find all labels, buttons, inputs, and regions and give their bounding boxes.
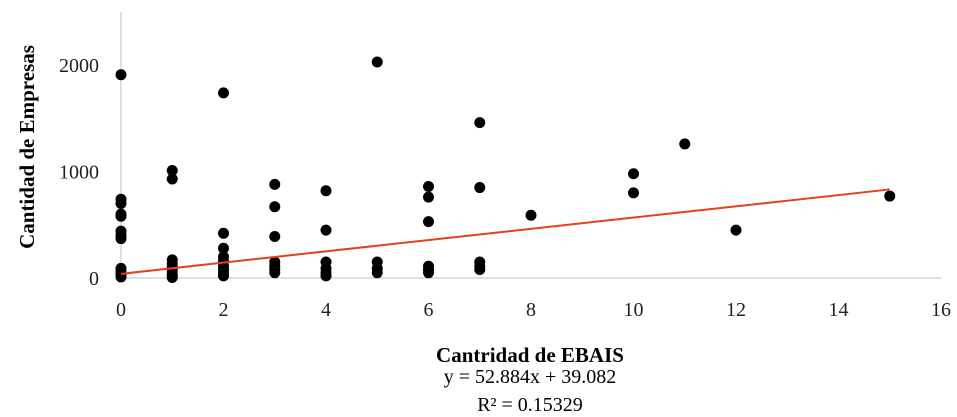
data-point <box>628 187 639 199</box>
data-point <box>115 210 127 222</box>
data-point <box>269 267 281 279</box>
trendline-r-squared: R² = 0.15329 <box>477 394 583 416</box>
data-point <box>269 231 281 243</box>
data-point <box>218 87 229 99</box>
data-point <box>423 267 434 279</box>
x-tick-label: 4 <box>321 299 331 321</box>
data-points <box>115 56 896 283</box>
data-point <box>115 198 127 210</box>
y-tick-label: 1000 <box>59 162 99 184</box>
data-point <box>218 242 229 254</box>
data-point <box>166 165 178 177</box>
x-tick-label: 14 <box>829 299 849 321</box>
data-point <box>628 168 639 180</box>
data-point <box>525 209 537 221</box>
data-point <box>371 56 383 68</box>
data-point <box>320 185 332 197</box>
chart-axes <box>120 12 941 279</box>
data-point <box>269 178 281 190</box>
data-point <box>218 270 229 282</box>
x-tick-labels: 0 2 4 6 8 10 12 14 16 <box>116 299 951 321</box>
x-tick-label: 2 <box>219 299 229 321</box>
data-point <box>423 180 434 192</box>
data-point <box>320 270 332 282</box>
data-point <box>423 216 434 228</box>
x-tick-label: 12 <box>726 299 746 321</box>
data-point <box>474 182 486 194</box>
data-point <box>371 267 383 279</box>
data-point <box>166 173 178 185</box>
y-tick-label: 0 <box>89 268 99 290</box>
data-point <box>115 69 127 81</box>
data-point <box>730 224 742 236</box>
x-tick-label: 8 <box>526 299 536 321</box>
data-point <box>269 201 281 213</box>
data-point <box>115 233 127 245</box>
data-point <box>884 190 896 202</box>
data-point <box>320 224 332 236</box>
y-tick-labels: 0 1000 2000 <box>59 55 99 290</box>
trendline <box>120 188 890 275</box>
data-point <box>679 138 691 150</box>
x-tick-label: 16 <box>931 299 951 321</box>
y-tick-label: 2000 <box>59 55 99 77</box>
trendline-equation: y = 52.884x + 39.082 <box>444 366 617 388</box>
data-point <box>166 271 178 283</box>
data-point <box>474 263 486 275</box>
x-axis-title: Cantridad de EBAIS <box>436 343 624 367</box>
data-point <box>218 227 229 239</box>
data-point <box>474 117 486 129</box>
x-tick-label: 0 <box>116 299 126 321</box>
x-tick-label: 6 <box>424 299 434 321</box>
x-tick-label: 10 <box>624 299 644 321</box>
y-axis-title: Cantidad de Empresas <box>15 45 39 249</box>
data-point <box>423 191 434 203</box>
